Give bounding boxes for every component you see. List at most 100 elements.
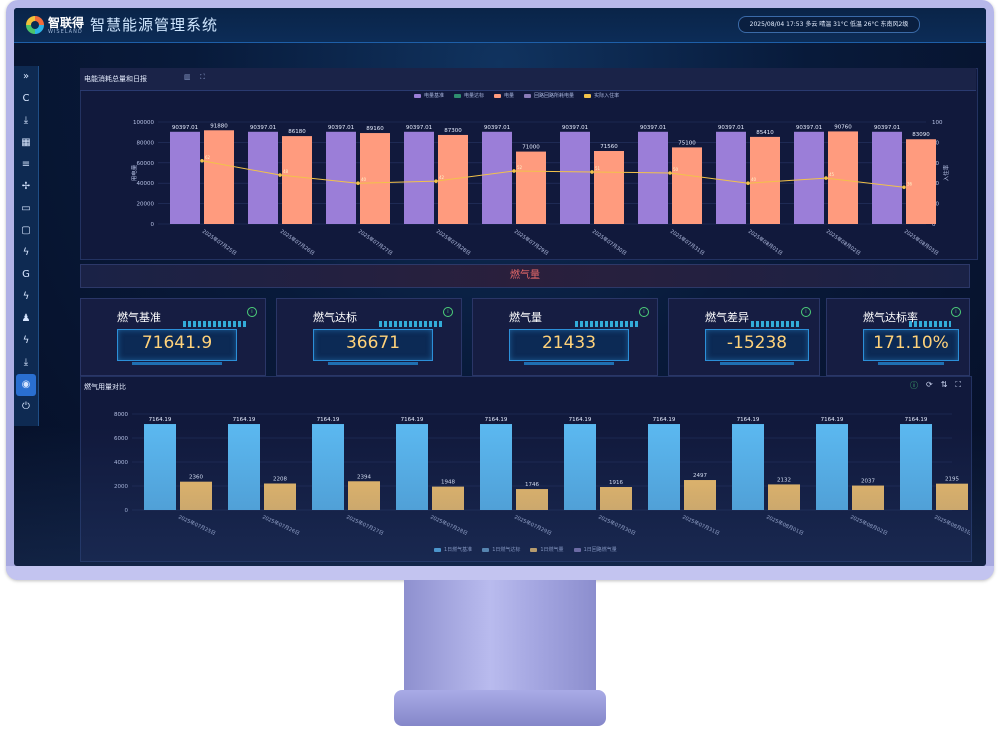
baseline-bar-label: 7164.19 bbox=[317, 417, 340, 423]
info-icon[interactable]: ⓘ bbox=[910, 381, 918, 390]
logout-icon[interactable]: ⏻ bbox=[22, 401, 30, 412]
table-icon[interactable]: ▥ bbox=[184, 73, 191, 81]
usage-bar bbox=[600, 487, 632, 510]
legend-item[interactable]: 电量 bbox=[494, 92, 514, 99]
usage-bar-label: 90760 bbox=[834, 124, 852, 130]
x-tick-label: 2025年07月31日 bbox=[681, 513, 721, 536]
baseline-bar-label: 7164.19 bbox=[569, 417, 592, 423]
legend-swatch bbox=[482, 547, 490, 552]
legend-item[interactable]: 1日燃气达标 bbox=[482, 546, 520, 553]
electricity-panel-header: 电能消耗总量和日报 ▥ ⛶ bbox=[80, 68, 976, 91]
legend-item[interactable]: 电量基准 bbox=[414, 92, 444, 99]
y-tick-label: 8000 bbox=[114, 412, 128, 418]
legend-item[interactable]: 电量达标 bbox=[454, 92, 484, 99]
legend-item[interactable]: 1日燃气基准 bbox=[434, 546, 472, 553]
fullscreen-icon[interactable]: ⛶ bbox=[955, 380, 962, 389]
sort-icon[interactable]: ⇅ bbox=[940, 380, 948, 389]
kpi-card: 燃气量 i 21433 bbox=[472, 298, 658, 376]
gas-icon[interactable]: ◉ bbox=[16, 374, 36, 396]
usage-bar bbox=[852, 485, 884, 510]
y-axis-label: 用电量 bbox=[130, 164, 138, 181]
expand-icon[interactable]: ⛶ bbox=[200, 73, 205, 81]
y-tick-label: 100000 bbox=[133, 120, 154, 126]
kpi-decoration bbox=[183, 321, 247, 327]
fan-icon[interactable]: ✢ bbox=[21, 181, 31, 192]
export-icon[interactable]: ⤓ bbox=[23, 357, 29, 368]
y2-tick-label: 100 bbox=[932, 120, 943, 126]
legend-label: 1日燃气达标 bbox=[492, 547, 521, 553]
usage-bar bbox=[516, 151, 546, 224]
legend-swatch bbox=[530, 547, 538, 552]
monitor-icon[interactable]: ▭ bbox=[21, 203, 31, 214]
y-tick-label: 60000 bbox=[137, 161, 155, 167]
flash-icon[interactable]: ϟ bbox=[22, 335, 30, 346]
refresh-icon[interactable]: ⟳ bbox=[926, 380, 933, 389]
kpi-value: 21433 bbox=[541, 333, 597, 353]
baseline-bar bbox=[396, 424, 428, 510]
legend-item[interactable]: 1日回路燃气量 bbox=[573, 546, 617, 553]
usage-bar-label: 83090 bbox=[912, 132, 930, 138]
info-icon[interactable]: i bbox=[247, 307, 257, 317]
baseline-bar bbox=[872, 131, 902, 224]
usage-bar-label: 91880 bbox=[210, 123, 228, 129]
baseline-bar bbox=[638, 131, 668, 224]
baseline-bar bbox=[404, 131, 434, 224]
brand-subtitle: WISELAND bbox=[48, 29, 83, 35]
info-icon[interactable]: i bbox=[801, 307, 811, 317]
baseline-bar-label: 7164.19 bbox=[905, 417, 928, 423]
download-icon[interactable]: ⤓ bbox=[23, 115, 29, 126]
usage-bar bbox=[432, 486, 464, 510]
legend-item[interactable]: 回路回路所耗电量 bbox=[524, 92, 574, 99]
occupancy-point bbox=[746, 181, 750, 185]
baseline-bar-label: 7164.19 bbox=[401, 417, 424, 423]
kpi-label: 燃气差异 bbox=[705, 311, 749, 324]
x-tick-label: 2025年07月26日 bbox=[261, 513, 301, 536]
occupancy-point bbox=[590, 170, 594, 174]
bolt-icon[interactable]: ϟ bbox=[22, 291, 30, 302]
info-icon[interactable]: i bbox=[951, 307, 961, 317]
kpi-value-box: 36671 bbox=[313, 329, 433, 365]
electricity-panel-title: 电能消耗总量和日报 bbox=[84, 75, 147, 83]
y2-axis-label: 入住率 bbox=[942, 164, 950, 181]
datetime-weather-status: 2025/08/04 17:53 多云 晴温 31°C 低温 26°C 东南风2… bbox=[738, 16, 920, 33]
refresh-icon[interactable]: C bbox=[22, 93, 30, 104]
gas-section-title: 燃气量 bbox=[80, 264, 970, 288]
baseline-bar bbox=[564, 424, 596, 510]
device-icon[interactable]: ▢ bbox=[21, 225, 31, 236]
user-icon[interactable]: ♟ bbox=[21, 313, 31, 324]
legend-item[interactable]: 1日燃气量 bbox=[530, 546, 564, 553]
usage-bar bbox=[180, 481, 212, 510]
info-icon[interactable]: i bbox=[639, 307, 649, 317]
kpi-value-box: -15238 bbox=[705, 329, 809, 365]
usage-bar bbox=[684, 480, 716, 510]
power-icon[interactable]: ϟ bbox=[22, 247, 30, 258]
usage-bar-label: 2195 bbox=[945, 477, 959, 483]
usage-bar-label: 2360 bbox=[189, 475, 203, 481]
usage-bar-label: 85410 bbox=[756, 130, 774, 136]
legend-swatch bbox=[454, 93, 462, 98]
baseline-bar-label: 7164.19 bbox=[485, 417, 508, 423]
baseline-bar-label: 90397.01 bbox=[250, 125, 276, 131]
info-icon[interactable]: i bbox=[443, 307, 453, 317]
gauge-icon[interactable]: G bbox=[22, 269, 30, 280]
legend-label: 1日燃气基准 bbox=[444, 547, 473, 553]
grid-icon[interactable]: ▦ bbox=[21, 137, 31, 148]
usage-bar-label: 1916 bbox=[609, 480, 623, 486]
x-tick-label: 2025年08月01日 bbox=[747, 228, 784, 257]
x-tick-label: 2025年07月28日 bbox=[435, 228, 472, 257]
baseline-bar bbox=[326, 131, 356, 224]
legend-swatch bbox=[414, 93, 421, 98]
y-tick-label: 2000 bbox=[114, 484, 128, 490]
screen: 智联得 WISELAND 智慧能源管理系统 2025/08/04 17:53 多… bbox=[14, 8, 986, 566]
app-header: 智联得 WISELAND 智慧能源管理系统 2025/08/04 17:53 多… bbox=[14, 8, 986, 43]
kpi-underline bbox=[328, 362, 418, 365]
usage-bar bbox=[750, 136, 780, 224]
expand-icon[interactable]: » bbox=[22, 71, 30, 82]
occupancy-point-label: 48 bbox=[283, 169, 289, 174]
baseline-bar bbox=[248, 131, 278, 224]
baseline-bar-label: 90397.01 bbox=[406, 125, 432, 131]
occupancy-point-label: 36 bbox=[907, 181, 913, 186]
list-icon[interactable]: ≡ bbox=[21, 159, 31, 170]
legend-label: 回路回路所耗电量 bbox=[534, 93, 575, 99]
legend-item[interactable]: 实际入住率 bbox=[584, 92, 619, 99]
